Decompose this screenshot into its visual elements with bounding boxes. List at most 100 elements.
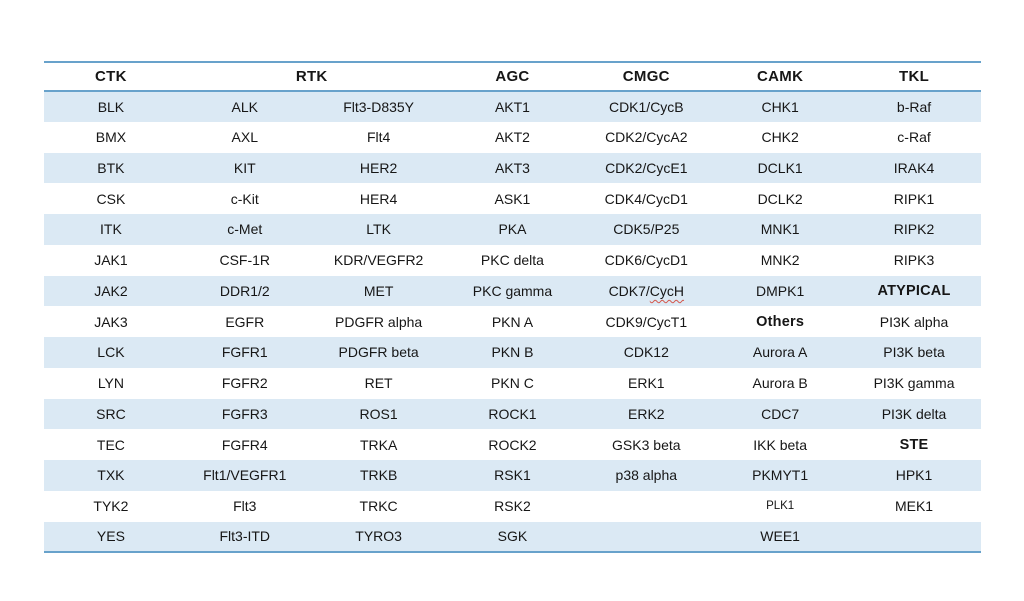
table-row: JAK1 CSF-1R KDR/VEGFR2 PKC delta CDK6/CycD1 M… [44, 245, 981, 276]
kinase-cell: BMX [95, 129, 127, 146]
table-row: JAK3 EGFR PDGFR alpha PKN A CDK9/CycT1 Others… [44, 306, 981, 337]
kinase-cell: HER4 [359, 190, 398, 207]
kinase-cell: AKT2 [494, 129, 530, 146]
kinase-cell: LYN [97, 375, 125, 392]
kinase-cell: RIPK3 [893, 252, 935, 269]
kinase-cell: TRKB [359, 467, 398, 484]
column-header-camk: CAMK [713, 62, 848, 92]
kinase-cell: HPK1 [895, 467, 933, 484]
kinase-cell: Aurora A [752, 344, 808, 361]
column-header-ctk: CTK [44, 62, 178, 92]
kinase-cell: CDK2/CycE1 [605, 159, 688, 176]
kinase-cell: MNK1 [760, 221, 800, 238]
kinase-cell: DCLK1 [757, 159, 803, 176]
kinase-cell: RIPK1 [893, 190, 935, 207]
kinase-cell: YES [96, 528, 125, 545]
kinase-cell: TYRO3 [355, 528, 402, 545]
kinase-cell: PKN A [491, 313, 534, 330]
kinase-cell: IKK beta [753, 436, 807, 453]
kinase-cell: CDK2/CycA2 [605, 129, 688, 146]
kinase-cell: FGFR1 [221, 344, 268, 361]
kinase-cell: TYK2 [93, 498, 129, 515]
kinase-cell: IRAK4 [893, 159, 935, 176]
kinase-cell: EGFR [225, 313, 265, 330]
column-header-rtk: RTK [177, 62, 446, 92]
table-row: BLK ALK Flt3-D835Y AKT1 CDK1/CycB CHK1 b-Raf [44, 91, 981, 122]
table-row: TXK Flt1/VEGFR1 TRKB RSK1 p38 alpha PKMYT1 HPK… [44, 460, 981, 491]
kinase-cell: ROCK2 [488, 436, 537, 453]
column-header-agc: AGC [445, 62, 580, 92]
kinase-cell: CDK1/CycB [608, 98, 684, 115]
table-row: TYK2 Flt3 TRKC RSK2 PLK1 MEK1 [44, 491, 981, 522]
kinase-cell: Flt1/VEGFR1 [203, 467, 287, 484]
kinase-cell: MET [363, 282, 394, 299]
kinase-cell: SRC [96, 405, 126, 422]
kinase-cell: BTK [97, 159, 125, 176]
kinase-cell: PLK1 [713, 491, 847, 522]
kinase-cell: RSK2 [494, 498, 531, 515]
table-row: ITK c-Met LTK PKA CDK5/P25 MNK1 RIPK2 [44, 214, 981, 245]
table-row: BTK KIT HER2 AKT3 CDK2/CycE1 DCLK1 IRAK4 [44, 152, 981, 184]
kinase-cell: BLK [97, 98, 125, 115]
kinase-cell: CDC7 [761, 405, 800, 422]
kinase-cell: GSK3 beta [612, 436, 681, 453]
kinase-cell: PKN B [491, 344, 534, 361]
kinase-cell [847, 522, 981, 553]
kinase-cell: PI3K alpha [879, 313, 949, 330]
table-row: LYN FGFR2 RET PKN C ERK1 Aurora B PI3K gamma [44, 368, 981, 399]
kinase-cell [579, 491, 713, 522]
kinase-cell [579, 522, 713, 553]
kinase-family-table-container: CTK RTK AGC CMGC CAMK TKL BLK ALK Flt3-D835Y AKT… [44, 61, 981, 554]
kinase-cell: SGK [497, 528, 528, 545]
kinase-cell: RIPK2 [893, 221, 935, 238]
kinase-cell: STE [847, 429, 981, 460]
cell-text: STE [899, 436, 929, 453]
kinase-cell: MNK2 [760, 252, 800, 269]
kinase-cell: CDK4/CycD1 [604, 190, 688, 207]
kinase-cell: LTK [366, 221, 391, 238]
kinase-cell: Flt3 [233, 498, 257, 515]
kinase-cell: p38 alpha [615, 467, 678, 484]
kinase-cell: KDR/VEGFR2 [333, 252, 424, 269]
kinase-cell: RSK1 [494, 467, 531, 484]
column-header-cmgc: CMGC [579, 62, 714, 92]
table-body: BLK ALK Flt3-D835Y AKT1 CDK1/CycB CHK1 b-Raf BM… [44, 91, 981, 553]
kinase-cell: c-Kit [230, 190, 259, 207]
kinase-cell: AKT1 [494, 98, 530, 115]
kinase-cell: LCK [97, 344, 125, 361]
cell-text: CDK7/ [608, 282, 650, 299]
kinase-cell: JAK3 [94, 313, 128, 330]
kinase-cell: CDK6/CycD1 [604, 252, 688, 269]
kinase-cell: c-Raf [897, 129, 931, 146]
kinase-cell: ITK [100, 221, 122, 238]
kinase-cell: PI3K delta [881, 405, 947, 422]
kinase-cell: DCLK2 [757, 190, 803, 207]
kinase-table: CTK RTK AGC CMGC CAMK TKL BLK ALK Flt3-D835Y AKT… [44, 61, 981, 554]
table-row: SRC FGFR3 ROS1 ROCK1 ERK2 CDC7 PI3K delta [44, 398, 981, 430]
kinase-cell: c-Met [227, 221, 263, 238]
kinase-cell: Aurora B [752, 375, 808, 392]
kinase-cell: ERK1 [628, 375, 665, 392]
kinase-cell: CDK9/CycT1 [605, 313, 688, 330]
kinase-cell: JAK1 [94, 252, 128, 269]
kinase-cell: PDGFR beta [338, 344, 419, 361]
cell-text: ATYPICAL [877, 282, 951, 299]
kinase-cell: DMPK1 [756, 282, 805, 299]
kinase-cell: CHK1 [761, 98, 799, 115]
kinase-cell: PKMYT1 [752, 467, 809, 484]
kinase-cell: ROS1 [359, 405, 398, 422]
kinase-cell: PI3K beta [883, 344, 945, 361]
kinase-cell: Flt3-D835Y [343, 98, 415, 115]
column-header-tkl: TKL [847, 62, 981, 92]
kinase-cell: CDK12 [623, 344, 669, 361]
kinase-cell: DDR1/2 [219, 282, 270, 299]
kinase-cell: ROCK1 [488, 405, 537, 422]
cell-text: Others [756, 313, 805, 330]
spellcheck-flagged-text: CycH [649, 282, 685, 299]
kinase-cell: TEC [96, 436, 125, 453]
cell-text: PLK1 [766, 500, 795, 513]
kinase-cell: b-Raf [896, 98, 932, 115]
kinase-cell: CHK2 [761, 129, 799, 146]
kinase-cell: RET [364, 375, 393, 392]
